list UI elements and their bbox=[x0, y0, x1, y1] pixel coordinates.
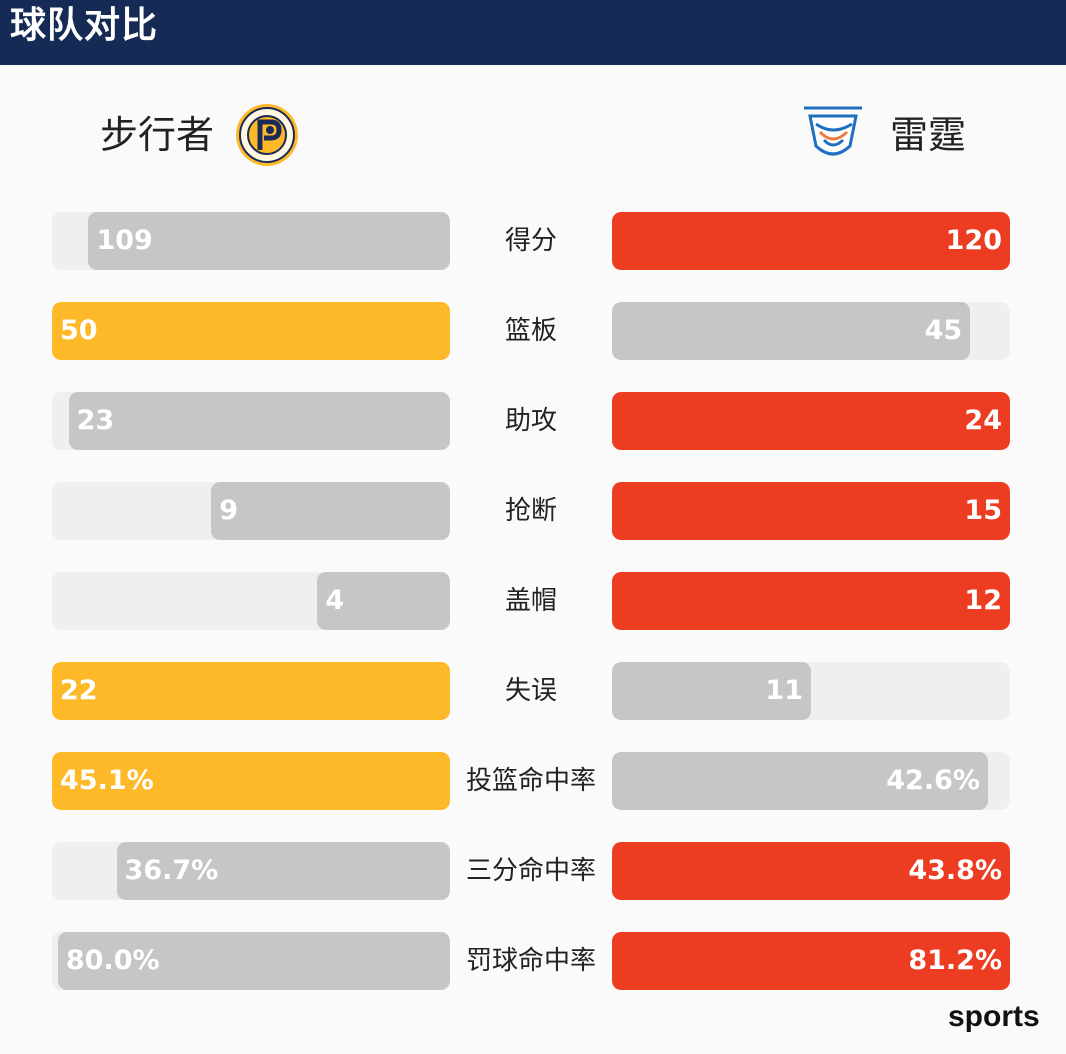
left-bar-track: 109 bbox=[52, 212, 450, 270]
stat-row: 4 盖帽 12 bbox=[0, 572, 1066, 632]
right-value-label: 11 bbox=[765, 675, 803, 706]
left-value-label: 80.0% bbox=[65, 945, 160, 976]
stat-category-label: 抢断 bbox=[504, 496, 557, 526]
left-value-label: 109 bbox=[96, 225, 153, 256]
left-bar: 23 bbox=[68, 392, 450, 450]
left-bar-track: 50 bbox=[52, 302, 450, 360]
left-bar: 80.0% bbox=[57, 932, 450, 990]
right-bar-track: 43.8% bbox=[612, 842, 1010, 900]
right-bar-track: 15 bbox=[612, 482, 1010, 540]
right-value-label: 15 bbox=[964, 495, 1002, 526]
stat-category-label: 投篮命中率 bbox=[465, 766, 596, 796]
stat-row: 50 篮板 45 bbox=[0, 302, 1066, 362]
stat-row: 36.7% 三分命中率 43.8% bbox=[0, 842, 1066, 902]
stat-row: 9 抢断 15 bbox=[0, 482, 1066, 542]
right-value-label: 81.2% bbox=[908, 945, 1002, 976]
right-bar: 45 bbox=[612, 302, 971, 360]
team-right-name: 雷霆 bbox=[890, 113, 967, 157]
left-bar: 45.1% bbox=[52, 752, 450, 810]
left-bar: 9 bbox=[211, 482, 450, 540]
left-value-label: 4 bbox=[325, 585, 345, 616]
left-bar-track: 22 bbox=[52, 662, 450, 720]
right-value-label: 45 bbox=[924, 315, 963, 346]
right-value-label: 42.6% bbox=[886, 765, 980, 796]
team-left-name: 步行者 bbox=[100, 113, 215, 157]
right-bar-track: 81.2% bbox=[612, 932, 1010, 990]
left-value-label: 50 bbox=[60, 315, 98, 346]
left-bar: 50 bbox=[52, 302, 450, 360]
pacers-logo-icon bbox=[236, 104, 299, 166]
right-value-label: 12 bbox=[964, 585, 1002, 616]
right-bar: 81.2% bbox=[612, 932, 1010, 990]
right-value-label: 43.8% bbox=[908, 855, 1002, 886]
left-bar-track: 9 bbox=[52, 482, 450, 540]
right-bar-track: 120 bbox=[612, 212, 1010, 270]
left-value-label: 22 bbox=[60, 675, 98, 706]
right-bar: 15 bbox=[612, 482, 1010, 540]
right-bar: 43.8% bbox=[612, 842, 1010, 900]
team-right: 雷霆 bbox=[800, 100, 966, 170]
right-bar-track: 11 bbox=[612, 662, 1010, 720]
right-bar: 11 bbox=[612, 662, 811, 720]
right-bar-track: 12 bbox=[612, 572, 1010, 630]
left-bar: 36.7% bbox=[116, 842, 450, 900]
stat-category-label: 失误 bbox=[504, 676, 557, 706]
stat-row: 22 失误 11 bbox=[0, 662, 1066, 722]
stat-row: 80.0% 罚球命中率 81.2% bbox=[0, 932, 1066, 992]
stat-category-label: 盖帽 bbox=[504, 586, 557, 616]
right-bar-track: 42.6% bbox=[612, 752, 1010, 810]
right-bar: 42.6% bbox=[612, 752, 988, 810]
watermark: sports bbox=[948, 1000, 1040, 1033]
right-bar: 12 bbox=[612, 572, 1010, 630]
right-value-label: 120 bbox=[945, 225, 1002, 256]
left-bar-track: 4 bbox=[52, 572, 450, 630]
left-bar: 22 bbox=[52, 662, 450, 720]
stat-category-label: 篮板 bbox=[504, 316, 557, 346]
stat-row: 23 助攻 24 bbox=[0, 392, 1066, 452]
left-value-label: 23 bbox=[76, 405, 115, 436]
page-title: 球队对比 bbox=[10, 5, 159, 46]
left-bar-track: 36.7% bbox=[52, 842, 450, 900]
stat-category-label: 三分命中率 bbox=[465, 856, 596, 886]
stat-category-label: 助攻 bbox=[504, 406, 557, 436]
right-bar-track: 24 bbox=[612, 392, 1010, 450]
left-bar: 109 bbox=[88, 212, 450, 270]
left-value-label: 45.1% bbox=[60, 765, 154, 796]
header-bar: 球队对比 bbox=[0, 0, 1066, 65]
left-bar: 4 bbox=[317, 572, 450, 630]
right-value-label: 24 bbox=[964, 405, 1002, 436]
right-bar: 24 bbox=[612, 392, 1010, 450]
left-bar-track: 23 bbox=[52, 392, 450, 450]
right-bar: 120 bbox=[612, 212, 1010, 270]
left-bar-track: 45.1% bbox=[52, 752, 450, 810]
thunder-logo-icon bbox=[804, 106, 862, 156]
stat-row: 45.1% 投篮命中率 42.6% bbox=[0, 752, 1066, 812]
stat-category-label: 得分 bbox=[504, 226, 557, 256]
team-left: 步行者 bbox=[100, 100, 300, 170]
right-bar-track: 45 bbox=[612, 302, 1010, 360]
left-value-label: 36.7% bbox=[124, 855, 219, 886]
left-value-label: 9 bbox=[219, 495, 238, 526]
left-bar-track: 80.0% bbox=[52, 932, 450, 990]
stat-row: 109 得分 120 bbox=[0, 212, 1066, 272]
stat-category-label: 罚球命中率 bbox=[465, 946, 596, 976]
